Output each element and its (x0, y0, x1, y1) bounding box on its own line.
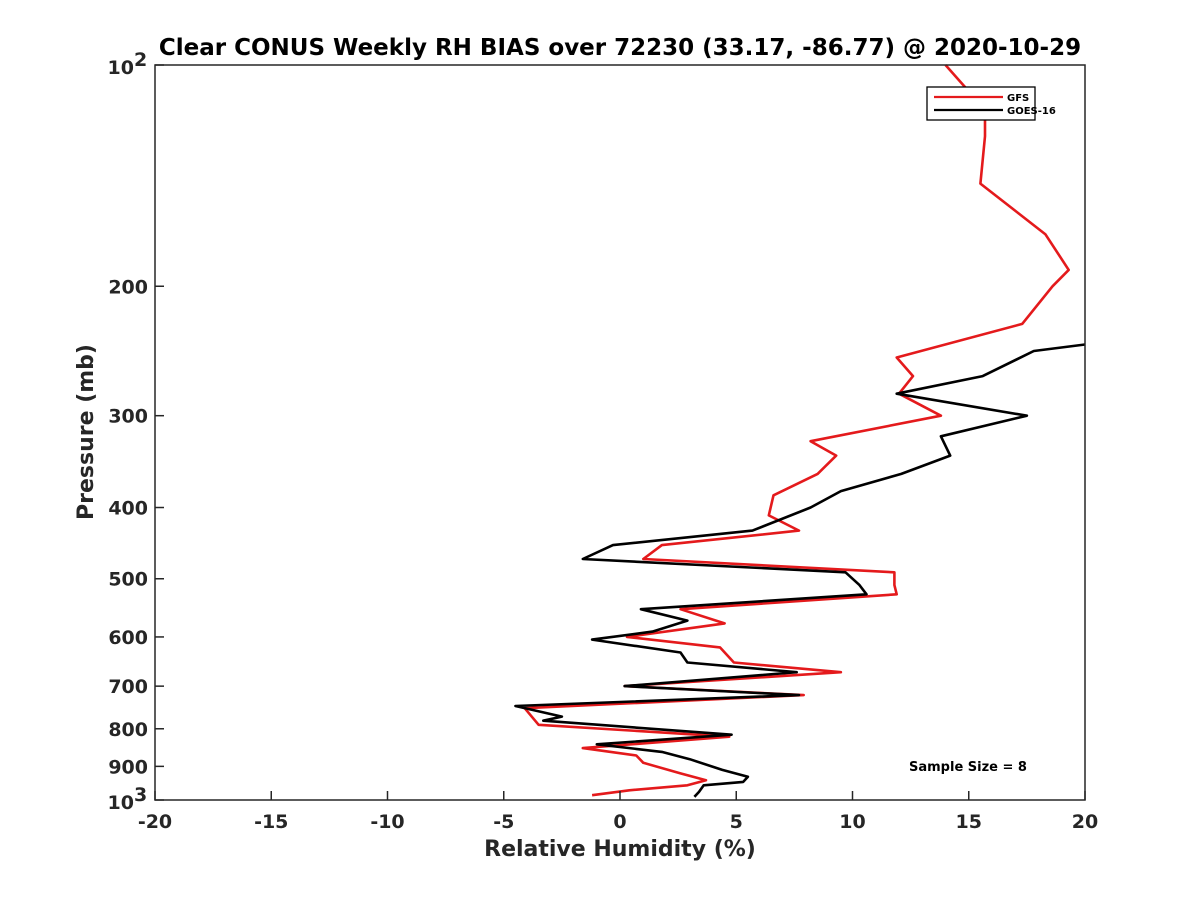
y-tick-label: 700 (108, 676, 148, 698)
plot-area: -20 -15 -10 -5 0 5 10 15 20 10 220030040050060070… (108, 49, 1099, 833)
chart-title: Clear CONUS Weekly RH BIAS over 72230 (3… (159, 35, 1081, 61)
y-tick-label: 10 (108, 57, 134, 79)
x-tick-label: -20 (138, 811, 172, 833)
x-tick-label: -5 (493, 811, 514, 833)
x-tick-label: -10 (370, 811, 404, 833)
y-tick-label: 600 (108, 627, 148, 649)
x-tick-label: 15 (956, 811, 982, 833)
legend-label-gfs: GFS (1007, 93, 1029, 104)
x-axis-label: Relative Humidity (%) (484, 837, 756, 862)
legend: GFS GOES-16 (926, 86, 1056, 121)
sample-size-annotation: Sample Size = 8 (909, 760, 1027, 775)
y-tick-label: 300 (108, 406, 148, 428)
x-tick-label: -15 (254, 811, 288, 833)
y-tick-label: 400 (108, 498, 148, 520)
y-axis-label: Pressure (mb) (74, 344, 99, 520)
y-tick-exponent: 2 (134, 49, 147, 71)
legend-box (926, 86, 1036, 121)
y-tick-label: 800 (108, 719, 148, 741)
legend-label-goes16: GOES-16 (1007, 106, 1056, 117)
x-tick-label: 5 (730, 811, 743, 833)
x-tick-label: 0 (613, 811, 626, 833)
y-tick-exponent: 3 (134, 784, 147, 806)
series-line-gfs (523, 64, 1070, 797)
y-tick-label: 900 (108, 756, 148, 778)
series-line-goes16 (514, 343, 1086, 798)
y-tick-label: 200 (108, 276, 148, 298)
y-tick-label: 500 (108, 569, 148, 591)
x-axis: -20 -15 -10 -5 0 5 10 15 20 (138, 791, 1098, 833)
series-layer (514, 64, 1086, 798)
x-tick-label: 10 (839, 811, 865, 833)
x-tick-label: 20 (1072, 811, 1098, 833)
y-tick-label: 10 (108, 792, 134, 814)
